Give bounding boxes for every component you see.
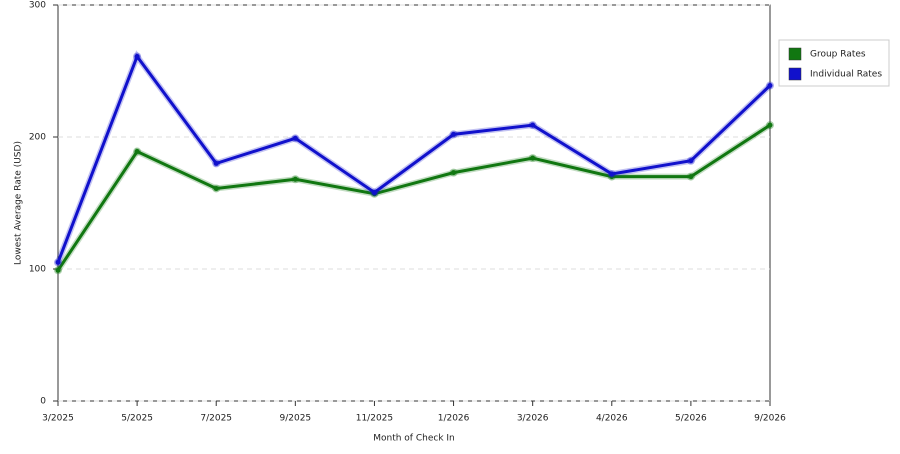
marker (134, 149, 140, 155)
marker (451, 131, 457, 137)
x-tick-label: 7/2025 (200, 414, 232, 424)
x-axis-label: Month of Check In (373, 434, 455, 444)
marker (767, 83, 773, 89)
marker (371, 189, 377, 195)
series-shadow (55, 122, 772, 272)
y-tick-label: 100 (29, 265, 46, 275)
x-tick-label: 11/2025 (356, 414, 393, 424)
marker (55, 267, 61, 273)
series-line (56, 123, 771, 272)
legend-swatch (788, 47, 802, 61)
x-tick-label: 5/2025 (121, 414, 153, 424)
marker (530, 122, 536, 128)
legend-label: Individual Rates (810, 70, 882, 80)
marker (451, 170, 457, 176)
y-tick-label: 0 (40, 397, 46, 407)
x-tick-label: 3/2025 (42, 414, 74, 424)
plot-frame (57, 4, 771, 402)
x-tick-label: 9/2025 (279, 414, 311, 424)
y-axis-label: Lowest Average Rate (USD) (14, 141, 24, 265)
series-line (56, 53, 772, 263)
y-tick-label: 200 (29, 133, 46, 143)
x-tick-label: 4/2026 (596, 414, 628, 424)
marker (134, 53, 140, 59)
legend-label: Group Rates (810, 50, 866, 60)
y-tick-label: 300 (29, 1, 46, 11)
marker (767, 122, 773, 128)
series-shadow (55, 50, 773, 264)
marker (213, 160, 219, 166)
marker (55, 259, 61, 265)
marker (292, 176, 298, 182)
x-tick-label: 1/2026 (438, 414, 470, 424)
legend-swatch (788, 67, 802, 81)
x-tick-label: 5/2026 (675, 414, 707, 424)
marker (609, 171, 615, 177)
marker (688, 174, 694, 180)
marker (530, 155, 536, 161)
marker (688, 158, 694, 164)
x-tick-label: 3/2026 (517, 414, 549, 424)
marker (292, 135, 298, 141)
x-tick-label: 9/2026 (754, 414, 786, 424)
marker (213, 185, 219, 191)
